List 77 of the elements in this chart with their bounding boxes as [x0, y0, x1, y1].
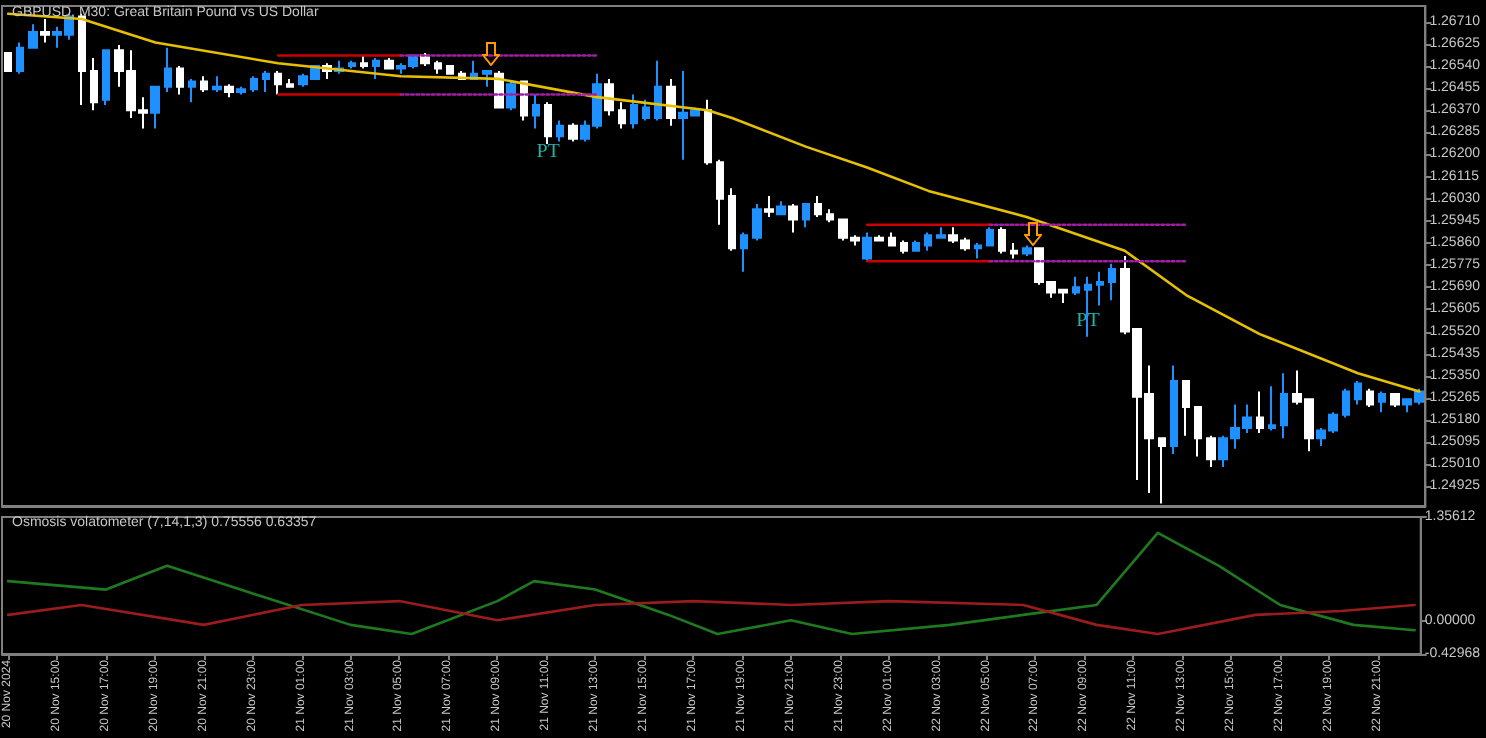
- candlestick: [716, 158, 724, 226]
- candlestick: [1206, 434, 1216, 468]
- candlestick: [888, 231, 896, 247]
- line-series: [6, 599, 1416, 636]
- line-series: [6, 531, 1416, 636]
- candlestick: [776, 200, 786, 216]
- candlestick: [212, 75, 222, 93]
- candlestick: [1108, 262, 1116, 302]
- candlestick: [446, 64, 454, 75]
- annotation: PT: [536, 140, 560, 163]
- candlestick: [150, 85, 160, 130]
- candlestick: [286, 77, 294, 88]
- candlestick: [372, 57, 380, 80]
- candlestick: [4, 51, 12, 73]
- candlestick: [568, 122, 578, 143]
- candlestick: [1256, 390, 1264, 435]
- candlestick: [1158, 437, 1166, 505]
- candlestick: [862, 231, 872, 263]
- candlestick: [642, 98, 650, 122]
- candlestick: [1022, 244, 1032, 257]
- candlestick: [434, 59, 442, 75]
- candlestick: [788, 202, 798, 234]
- candlestick: [630, 93, 638, 130]
- candlestick: [802, 202, 810, 229]
- candlestick: [764, 195, 774, 218]
- candlestick: [974, 241, 982, 260]
- candlestick: [752, 202, 762, 242]
- candlestick: [666, 77, 676, 127]
- candlestick: [1194, 406, 1202, 458]
- candlestick: [1354, 380, 1362, 406]
- candlestick: [102, 49, 110, 106]
- candlestick: [1342, 387, 1350, 419]
- candlestick: [654, 59, 662, 122]
- candlestick: [704, 98, 712, 166]
- candlestick: [1096, 270, 1104, 307]
- candlestick: [224, 83, 234, 99]
- candlestick: [618, 101, 626, 130]
- candlestick: [274, 70, 282, 96]
- candlestick: [1280, 372, 1288, 440]
- candlestick: [814, 195, 822, 218]
- candlestick: [164, 46, 172, 93]
- candlestick: [544, 101, 552, 146]
- candlestick: [532, 93, 540, 130]
- candlestick: [188, 77, 196, 104]
- candlestick: [200, 75, 208, 93]
- candlestick: [40, 18, 50, 44]
- candlestick: [16, 41, 24, 75]
- candlestick: [384, 57, 394, 70]
- candlestick: [936, 226, 946, 239]
- candlestick: [874, 234, 884, 242]
- candlestick: [1010, 241, 1018, 260]
- candlestick: [986, 226, 994, 247]
- candlestick: [360, 54, 368, 70]
- candlestick: [740, 231, 748, 273]
- candlestick: [556, 119, 564, 143]
- candlestick: [1390, 393, 1400, 409]
- candlestick: [482, 70, 492, 88]
- candlestick: [924, 231, 932, 252]
- candlestick: [826, 208, 834, 224]
- candlestick: [176, 64, 184, 96]
- candlestick: [90, 57, 98, 112]
- candlestick: [1182, 380, 1190, 437]
- candlestick: [262, 70, 270, 93]
- candlestick: [1366, 387, 1374, 409]
- candlestick: [348, 59, 356, 70]
- candlestick: [1378, 390, 1386, 414]
- candlestick: [998, 226, 1006, 255]
- candlestick: [236, 85, 246, 96]
- candlestick: [900, 239, 908, 255]
- candlestick: [604, 77, 614, 117]
- candlestick: [250, 75, 258, 93]
- candlestick: [1072, 275, 1080, 297]
- candlestick: [912, 239, 920, 252]
- candlestick: [28, 23, 38, 49]
- candlestick: [728, 187, 736, 252]
- candlestick: [1170, 364, 1178, 455]
- candlestick: [1268, 385, 1276, 432]
